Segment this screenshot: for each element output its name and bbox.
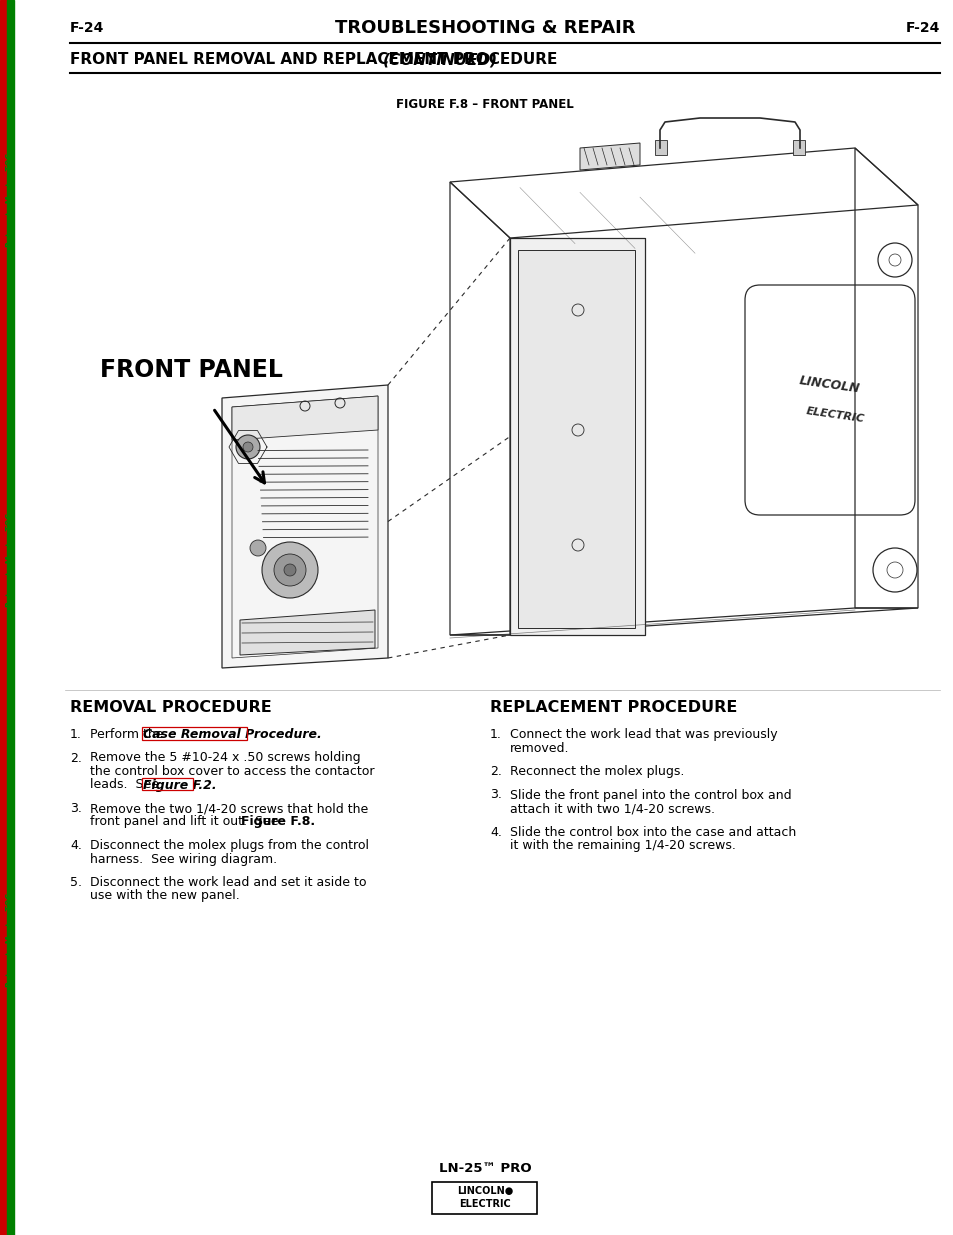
Text: Return to Section TOC: Return to Section TOC	[0, 511, 8, 608]
Text: 1.: 1.	[70, 727, 82, 741]
Text: harness.  See wiring diagram.: harness. See wiring diagram.	[90, 852, 276, 866]
Text: 4.: 4.	[490, 825, 501, 839]
Text: 2.: 2.	[490, 764, 501, 778]
Text: FRONT PANEL REMOVAL AND REPLACEMENT PROCEDURE: FRONT PANEL REMOVAL AND REPLACEMENT PROC…	[70, 53, 562, 68]
Bar	[792, 140, 804, 156]
Text: Slide the front panel into the control box and: Slide the front panel into the control b…	[510, 788, 791, 802]
Bar	[0, 0, 7, 1235]
Text: Remove the 5 #10-24 x .50 screws holding: Remove the 5 #10-24 x .50 screws holding	[90, 752, 360, 764]
Text: use with the new panel.: use with the new panel.	[90, 889, 239, 903]
Text: Figure F.8.: Figure F.8.	[241, 815, 315, 829]
Bar	[7, 0, 14, 1235]
Text: LN-25™ PRO: LN-25™ PRO	[438, 1161, 531, 1174]
Text: 5.: 5.	[70, 876, 82, 889]
Circle shape	[274, 555, 306, 585]
Text: LINCOLN●: LINCOLN●	[456, 1186, 513, 1195]
Text: Disconnect the work lead and set it aside to: Disconnect the work lead and set it asid…	[90, 876, 366, 889]
Text: REPLACEMENT PROCEDURE: REPLACEMENT PROCEDURE	[490, 700, 737, 715]
Text: Remove the two 1/4-20 screws that hold the: Remove the two 1/4-20 screws that hold t…	[90, 802, 368, 815]
Polygon shape	[510, 238, 644, 635]
Text: FRONT PANEL: FRONT PANEL	[100, 358, 283, 382]
Text: Slide the control box into the case and attach: Slide the control box into the case and …	[510, 825, 796, 839]
Text: Figure F.2.: Figure F.2.	[143, 778, 217, 792]
Polygon shape	[222, 385, 388, 668]
Text: 3.: 3.	[70, 802, 82, 815]
Text: front panel and lift it out.  See: front panel and lift it out. See	[90, 815, 282, 829]
Polygon shape	[579, 143, 639, 170]
Text: FIGURE F.8 – FRONT PANEL: FIGURE F.8 – FRONT PANEL	[395, 99, 574, 111]
Bar	[432, 1182, 537, 1214]
Text: TROUBLESHOOTING & REPAIR: TROUBLESHOOTING & REPAIR	[335, 19, 635, 37]
Text: 2.: 2.	[70, 752, 82, 764]
Polygon shape	[240, 610, 375, 655]
Bar	[517, 249, 635, 629]
Text: ELECTRIC: ELECTRIC	[458, 1199, 511, 1209]
Text: Case Removal Procedure.: Case Removal Procedure.	[143, 727, 322, 741]
Text: (CONTINUED): (CONTINUED)	[382, 53, 497, 68]
Text: Disconnect the molex plugs from the control: Disconnect the molex plugs from the cont…	[90, 839, 369, 852]
Circle shape	[262, 542, 317, 598]
Bar	[655, 140, 666, 156]
Text: Return to Master TOC: Return to Master TOC	[6, 513, 15, 606]
Text: Return to Master TOC: Return to Master TOC	[6, 153, 15, 247]
Text: Return to Section TOC: Return to Section TOC	[0, 152, 8, 248]
Text: Reconnect the molex plugs.: Reconnect the molex plugs.	[510, 764, 683, 778]
Text: attach it with two 1/4-20 screws.: attach it with two 1/4-20 screws.	[510, 802, 714, 815]
Circle shape	[250, 540, 266, 556]
Text: ELECTRIC: ELECTRIC	[804, 406, 864, 424]
Text: removed.: removed.	[510, 741, 569, 755]
Text: 4.: 4.	[70, 839, 82, 852]
Text: LINCOLN: LINCOLN	[798, 374, 861, 395]
Text: 3.: 3.	[490, 788, 501, 802]
Text: it with the remaining 1/4-20 screws.: it with the remaining 1/4-20 screws.	[510, 839, 735, 852]
Text: REMOVAL PROCEDURE: REMOVAL PROCEDURE	[70, 700, 272, 715]
Circle shape	[284, 564, 295, 576]
Text: Perform the: Perform the	[90, 727, 168, 741]
Bar	[142, 727, 247, 740]
Text: Connect the work lead that was previously: Connect the work lead that was previousl…	[510, 727, 777, 741]
Text: Return to Master TOC: Return to Master TOC	[6, 893, 15, 987]
Circle shape	[243, 442, 253, 452]
Text: leads.  See: leads. See	[90, 778, 163, 792]
Text: 1.: 1.	[490, 727, 501, 741]
Polygon shape	[232, 396, 377, 440]
Circle shape	[235, 435, 260, 459]
Text: the control box cover to access the contactor: the control box cover to access the cont…	[90, 764, 375, 778]
Text: F-24: F-24	[904, 21, 939, 35]
Text: F-24: F-24	[70, 21, 104, 35]
Text: Return to Section TOC: Return to Section TOC	[0, 892, 8, 988]
Bar	[142, 778, 193, 790]
